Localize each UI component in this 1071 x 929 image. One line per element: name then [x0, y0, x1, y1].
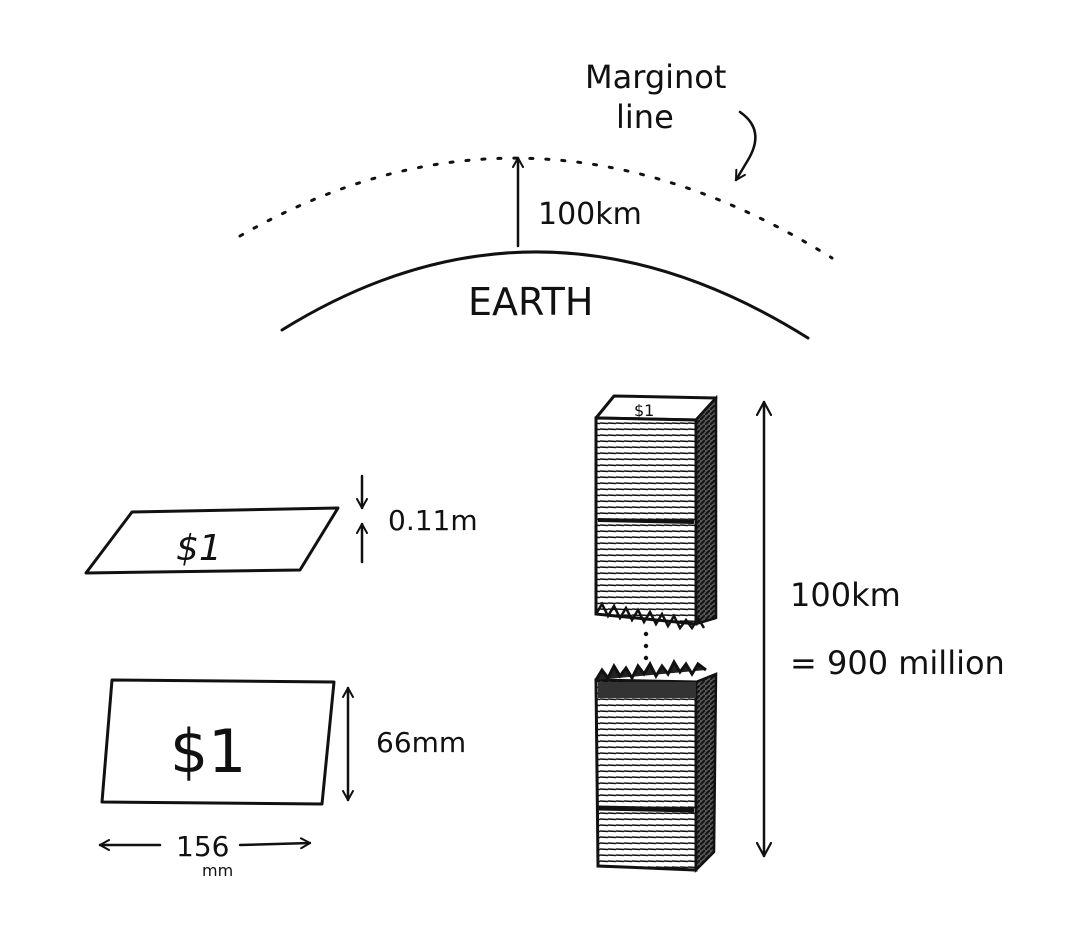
- bill-width-arrow-right: [238, 837, 312, 850]
- stack-height-label: 100km: [790, 576, 901, 614]
- bill-width-unit: mm: [202, 861, 233, 880]
- altitude-label: 100km: [538, 197, 642, 232]
- marginot-line-label-1: Marginot: [585, 58, 726, 96]
- stack-top-label: $1: [634, 401, 654, 420]
- tilted-bill: $1: [84, 506, 340, 575]
- flat-bill-label: $1: [170, 717, 246, 787]
- bill-stack-top-segment: $1: [594, 394, 718, 631]
- marginot-pointer-arrow: [734, 110, 757, 182]
- bill-height-label: 66mm: [376, 726, 466, 759]
- earth-surface-arc: [280, 250, 810, 340]
- tilted-bill-label: $1: [176, 528, 222, 569]
- marginot-line-label-2: line: [616, 98, 674, 136]
- marginot-dotted-line: [238, 156, 834, 260]
- earth-label: EARTH: [468, 280, 593, 324]
- flat-bill: $1: [100, 678, 336, 806]
- stack-count-label: = 900 million: [790, 644, 1005, 682]
- bill-stack-bottom-segment: [594, 658, 718, 874]
- stack-gap-dots: [643, 631, 649, 661]
- bill-width-label: 156: [176, 830, 229, 863]
- thickness-label: 0.11m: [388, 504, 478, 537]
